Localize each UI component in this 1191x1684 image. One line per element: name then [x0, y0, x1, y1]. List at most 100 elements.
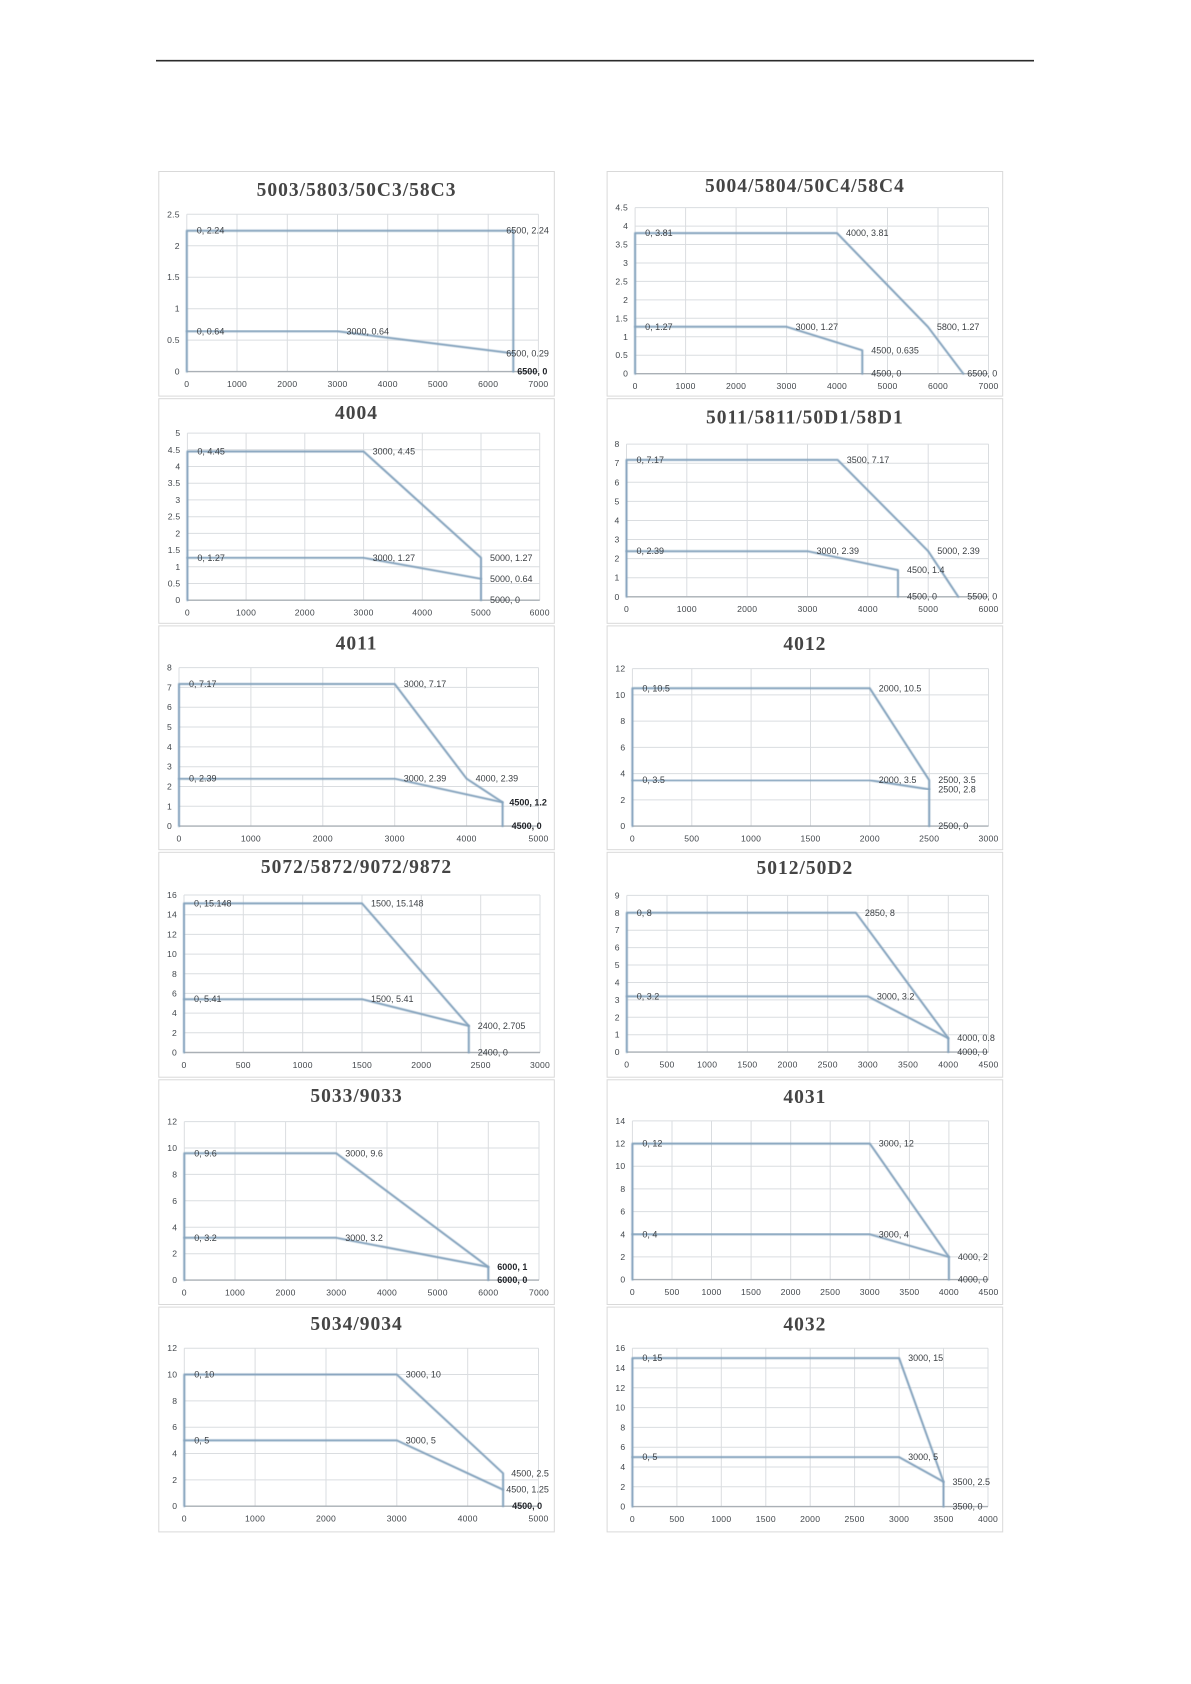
svg-text:2: 2: [620, 1482, 625, 1492]
svg-text:8: 8: [620, 716, 625, 726]
svg-text:5000, 0.64: 5000, 0.64: [490, 574, 533, 584]
svg-text:500: 500: [236, 1060, 251, 1070]
svg-text:0, 12: 0, 12: [642, 1139, 662, 1149]
svg-text:2500: 2500: [818, 1060, 838, 1070]
svg-text:0: 0: [182, 1514, 187, 1524]
svg-text:5: 5: [167, 722, 172, 732]
svg-text:2000: 2000: [737, 604, 757, 614]
svg-text:16: 16: [167, 890, 177, 900]
svg-text:0: 0: [630, 834, 635, 844]
svg-text:4032: 4032: [783, 1315, 826, 1336]
svg-text:0, 2.39: 0, 2.39: [189, 774, 217, 784]
svg-text:1: 1: [175, 562, 180, 572]
svg-text:4000: 4000: [978, 1514, 998, 1524]
svg-text:5500, 0: 5500, 0: [967, 592, 997, 602]
svg-text:6: 6: [172, 988, 177, 998]
svg-text:0: 0: [615, 1047, 620, 1057]
svg-text:3000, 7.17: 3000, 7.17: [404, 679, 447, 689]
svg-text:7: 7: [167, 682, 172, 692]
svg-text:4031: 4031: [783, 1087, 826, 1108]
svg-text:2.5: 2.5: [168, 512, 181, 522]
svg-text:3: 3: [614, 535, 619, 545]
svg-text:2000: 2000: [726, 381, 746, 391]
svg-text:2: 2: [620, 795, 625, 805]
svg-text:1000: 1000: [241, 834, 261, 844]
svg-text:0, 10: 0, 10: [194, 1370, 214, 1380]
svg-text:4000, 3.81: 4000, 3.81: [846, 228, 889, 238]
svg-text:6: 6: [172, 1196, 177, 1206]
svg-text:3500: 3500: [933, 1514, 953, 1524]
svg-text:6000: 6000: [530, 608, 550, 618]
svg-text:12: 12: [167, 929, 177, 939]
svg-text:9: 9: [615, 890, 620, 900]
svg-text:3000: 3000: [978, 834, 998, 844]
svg-text:4500, 0: 4500, 0: [512, 821, 542, 831]
svg-text:2: 2: [615, 1012, 620, 1022]
svg-text:1000: 1000: [701, 1287, 721, 1297]
svg-text:3000, 3.2: 3000, 3.2: [877, 991, 915, 1001]
svg-text:4: 4: [172, 1222, 177, 1232]
svg-text:2: 2: [175, 241, 180, 251]
svg-text:0, 4.45: 0, 4.45: [197, 447, 225, 457]
svg-text:2000: 2000: [781, 1287, 801, 1297]
svg-text:8: 8: [614, 439, 619, 449]
svg-text:0, 4: 0, 4: [642, 1229, 657, 1239]
svg-text:6000: 6000: [478, 379, 498, 389]
svg-text:8: 8: [167, 663, 172, 673]
svg-text:8: 8: [172, 1396, 177, 1406]
svg-text:5000: 5000: [877, 381, 897, 391]
svg-text:3000: 3000: [327, 379, 347, 389]
svg-text:0: 0: [633, 381, 638, 391]
svg-text:4000: 4000: [827, 381, 847, 391]
svg-text:4000, 2: 4000, 2: [958, 1252, 988, 1262]
svg-text:6500, 0: 6500, 0: [967, 369, 997, 379]
svg-text:1500, 15.148: 1500, 15.148: [371, 898, 424, 908]
svg-text:1000: 1000: [293, 1060, 313, 1070]
svg-text:0, 7.17: 0, 7.17: [637, 455, 665, 465]
svg-text:1: 1: [623, 332, 628, 342]
svg-text:2500, 2.8: 2500, 2.8: [938, 784, 976, 794]
svg-text:3000: 3000: [777, 381, 797, 391]
svg-text:4004: 4004: [335, 403, 378, 424]
svg-text:12: 12: [615, 664, 625, 674]
svg-text:0: 0: [630, 1287, 635, 1297]
svg-text:5000: 5000: [918, 604, 938, 614]
svg-text:2000: 2000: [316, 1514, 336, 1524]
svg-text:0, 9.6: 0, 9.6: [194, 1148, 217, 1158]
svg-text:3: 3: [615, 995, 620, 1005]
svg-text:2000: 2000: [313, 834, 333, 844]
svg-text:2000: 2000: [295, 608, 315, 618]
svg-text:3000, 9.6: 3000, 9.6: [345, 1148, 383, 1158]
svg-text:1000: 1000: [711, 1514, 731, 1524]
svg-text:6: 6: [620, 742, 625, 752]
svg-text:5000, 0: 5000, 0: [490, 595, 520, 605]
svg-text:2: 2: [175, 528, 180, 538]
svg-text:3500, 0: 3500, 0: [953, 1501, 983, 1511]
svg-text:5034/9034: 5034/9034: [310, 1314, 402, 1335]
svg-text:3000: 3000: [530, 1060, 550, 1070]
svg-text:1000: 1000: [676, 381, 696, 391]
svg-text:7: 7: [615, 925, 620, 935]
svg-text:1500: 1500: [756, 1514, 776, 1524]
svg-text:0, 3.2: 0, 3.2: [637, 991, 660, 1001]
svg-text:2500: 2500: [471, 1060, 491, 1070]
svg-text:4000: 4000: [939, 1287, 959, 1297]
svg-text:2500: 2500: [820, 1287, 840, 1297]
svg-text:0, 1.27: 0, 1.27: [197, 553, 225, 563]
svg-text:500: 500: [669, 1514, 684, 1524]
svg-text:5011/5811/50D1/58D1: 5011/5811/50D1/58D1: [706, 408, 904, 429]
svg-text:6: 6: [172, 1422, 177, 1432]
svg-text:7: 7: [614, 458, 619, 468]
svg-text:0: 0: [175, 367, 180, 377]
svg-text:10: 10: [615, 1161, 625, 1171]
svg-text:6: 6: [620, 1442, 625, 1452]
svg-text:3000, 3.2: 3000, 3.2: [345, 1233, 383, 1243]
svg-text:5: 5: [615, 960, 620, 970]
svg-text:2400, 0: 2400, 0: [478, 1047, 508, 1057]
svg-text:1: 1: [615, 1030, 620, 1040]
svg-text:0, 8: 0, 8: [637, 908, 652, 918]
svg-text:1.5: 1.5: [167, 272, 180, 282]
svg-text:4: 4: [175, 462, 180, 472]
svg-text:3000: 3000: [858, 1060, 878, 1070]
svg-text:5000: 5000: [428, 1288, 448, 1298]
